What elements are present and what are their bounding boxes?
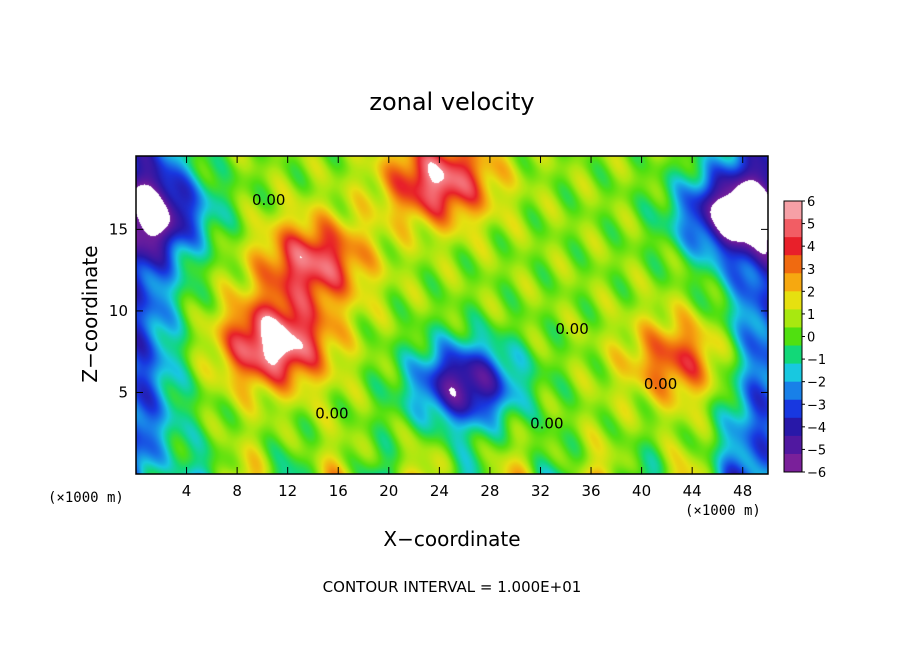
colorbar-swatch — [784, 219, 802, 238]
colorbar-swatch — [784, 255, 802, 274]
y-tick-label: 10 — [109, 302, 128, 320]
x-tick-label: 24 — [430, 482, 449, 500]
colorbar-label: −5 — [807, 443, 826, 458]
colorbar-label: −3 — [807, 398, 826, 413]
colorbar-swatch — [784, 309, 802, 328]
y-tick-label: 15 — [109, 220, 128, 238]
x-tick-label: 12 — [278, 482, 297, 500]
colorbar-label: 5 — [807, 218, 815, 233]
colorbar-label: 1 — [807, 308, 815, 323]
colorbar-swatch — [784, 435, 802, 455]
x-tick-label: 44 — [683, 482, 702, 500]
x-tick-label: 4 — [182, 482, 192, 500]
x-unit-note-right: (×1000 m) — [685, 503, 761, 519]
x-tick-label: 16 — [329, 482, 348, 500]
colorbar-swatch — [784, 345, 802, 365]
plot-frame — [135, 155, 769, 475]
x-tick-label: 48 — [733, 482, 752, 500]
x-tick-label: 28 — [480, 482, 499, 500]
colorbar-label: −6 — [807, 466, 826, 481]
colorbar-label: 6 — [807, 195, 815, 210]
colorbar-swatch — [784, 291, 802, 310]
colorbar-swatch — [784, 327, 802, 347]
x-tick-label: 32 — [531, 482, 550, 500]
colorbar-label: 0 — [807, 331, 815, 346]
colorbar-swatch — [784, 453, 802, 473]
colorbar-label: −4 — [807, 421, 826, 436]
colorbar-swatch — [784, 201, 802, 220]
colorbar-swatch — [784, 363, 802, 383]
contour-label: 0.00 — [530, 414, 563, 432]
contour-label: 0.00 — [644, 375, 677, 393]
colorbar-swatch — [784, 399, 802, 419]
contour-interval-note: CONTOUR INTERVAL = 1.000E+01 — [322, 578, 582, 596]
colorbar-swatch — [784, 417, 802, 437]
x-tick-label: 36 — [581, 482, 600, 500]
x-tick-label: 8 — [232, 482, 242, 500]
colorbar-label: 2 — [807, 285, 815, 300]
x-tick-label: 20 — [379, 482, 398, 500]
colorbar-swatch — [784, 237, 802, 256]
colorbar-label: −1 — [807, 353, 826, 368]
y-tick-label: 5 — [118, 383, 128, 401]
colorbar-label: 3 — [807, 263, 815, 278]
y-axis-label: Z−coordinate — [78, 245, 102, 383]
x-tick-label: 40 — [632, 482, 651, 500]
x-unit-note-left: (×1000 m) — [48, 490, 124, 506]
x-axis-label: X−coordinate — [383, 527, 521, 551]
colorbar-label: 4 — [807, 240, 815, 255]
contour-label: 0.00 — [252, 191, 285, 209]
chart-title: zonal velocity — [369, 88, 535, 116]
velocity-field — [136, 156, 768, 474]
contour-label: 0.00 — [555, 320, 588, 338]
colorbar-swatch — [784, 381, 802, 401]
colorbar-label: −2 — [807, 376, 826, 391]
colorbar-swatch — [784, 273, 802, 292]
contour-label: 0.00 — [315, 405, 348, 423]
